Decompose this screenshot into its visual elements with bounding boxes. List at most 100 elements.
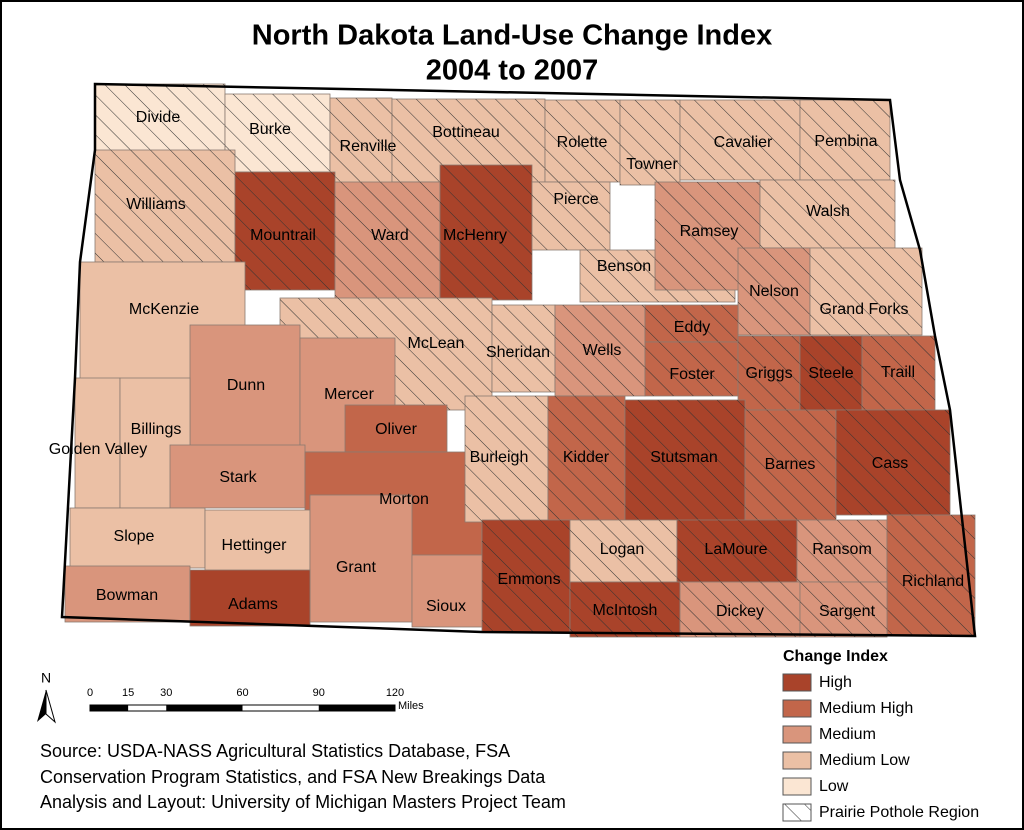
pothole-hatch xyxy=(330,98,392,190)
county-label: McIntosh xyxy=(593,602,658,619)
pothole-hatch xyxy=(492,305,555,392)
pothole-hatch xyxy=(797,520,887,582)
county-label: Wells xyxy=(583,342,622,359)
county-label: Logan xyxy=(600,541,645,558)
pothole-hatch xyxy=(570,582,680,637)
county-label: Pembina xyxy=(814,133,877,150)
county-label: Rolette xyxy=(557,134,608,151)
county-label: Sioux xyxy=(426,598,466,615)
county-label: Golden Valley xyxy=(49,441,147,458)
county-label: Richland xyxy=(902,573,964,590)
county-label: Grant xyxy=(336,559,377,576)
pothole-hatch xyxy=(545,100,620,182)
county xyxy=(74,377,121,509)
county-label: McLean xyxy=(408,335,465,352)
county-label: Dunn xyxy=(227,377,265,394)
pothole-hatch xyxy=(887,515,975,636)
pothole-hatch xyxy=(465,396,548,522)
legend-label: Low xyxy=(819,778,849,795)
title-line: North Dakota Land-Use Change Index xyxy=(252,20,772,52)
legend-swatch xyxy=(782,751,812,770)
legend-swatch xyxy=(782,777,812,796)
county-label: Ramsey xyxy=(680,223,739,240)
legend-label: Prairie Pothole Region xyxy=(819,804,979,821)
county-label: Steele xyxy=(808,365,853,382)
counties xyxy=(60,82,977,638)
state-outline xyxy=(60,82,977,638)
legend-swatch xyxy=(782,803,812,822)
county-label: Kidder xyxy=(563,449,610,466)
pothole-hatch xyxy=(95,84,225,152)
pothole-hatch xyxy=(555,305,645,396)
scale-segment xyxy=(318,705,395,711)
county-label: Cavalier xyxy=(714,134,773,151)
pothole-hatch xyxy=(548,396,625,522)
pothole-hatch xyxy=(738,336,800,410)
county xyxy=(169,444,306,509)
pothole-hatch xyxy=(745,410,836,522)
county-label: Foster xyxy=(669,366,715,383)
county-label: Mercer xyxy=(324,386,374,403)
pothole-hatch xyxy=(810,248,922,335)
county-label: Pierce xyxy=(553,191,598,208)
legend-title: Change Index xyxy=(783,648,888,665)
scale-tick-label: 30 xyxy=(160,687,172,699)
north-arrow: N xyxy=(37,670,56,724)
pothole-hatch xyxy=(645,342,738,396)
source-line: Source: USDA-NASS Agricultural Statistic… xyxy=(40,741,510,761)
pothole-hatch xyxy=(800,336,862,410)
pothole-hatch xyxy=(800,582,887,637)
county-label: McKenzie xyxy=(129,301,199,318)
pothole-hatch xyxy=(645,305,738,342)
county-label: Mountrail xyxy=(250,227,316,244)
source-line: Conservation Program Statistics, and FSA… xyxy=(40,767,546,787)
north-label: N xyxy=(41,670,51,686)
legend-swatch xyxy=(782,673,812,692)
title-line: 2004 to 2007 xyxy=(426,55,599,87)
scale-tick-label: 15 xyxy=(122,687,134,699)
pothole-hatch xyxy=(800,100,890,180)
scale-tick-label: 0 xyxy=(87,687,93,699)
county-label: Grand Forks xyxy=(820,301,909,318)
legend: Change Index High Medium High Medium Medium … xyxy=(782,648,979,822)
county-label: Cass xyxy=(872,455,908,472)
county-label: Hettinger xyxy=(222,537,288,554)
pothole-hatch xyxy=(677,520,797,582)
scale-segment xyxy=(90,705,129,711)
pothole-hatch xyxy=(570,520,677,582)
pothole-hatch xyxy=(482,520,570,632)
pothole-hatch xyxy=(95,150,235,262)
legend-label: High xyxy=(819,674,852,691)
arrow-half xyxy=(45,689,56,724)
county-label: LaMoure xyxy=(704,541,767,558)
legend-label: Medium xyxy=(819,726,876,743)
county-label: Slope xyxy=(114,528,155,545)
pothole-hatch xyxy=(680,582,800,637)
county-label: Stutsman xyxy=(650,449,718,466)
county xyxy=(411,554,493,628)
county xyxy=(64,565,191,623)
pothole-hatch xyxy=(625,400,745,522)
county-label: Burke xyxy=(249,121,291,138)
county xyxy=(189,324,301,449)
county-label: Oliver xyxy=(375,421,417,438)
county-label: Billings xyxy=(131,421,182,438)
county-label: Sheridan xyxy=(486,344,550,361)
pothole-hatch xyxy=(738,248,810,335)
county-label: Burleigh xyxy=(470,449,529,466)
legend-label: Medium High xyxy=(819,700,913,717)
county-label: Adams xyxy=(228,596,278,613)
county-label: Morton xyxy=(379,491,429,508)
pothole-hatch xyxy=(620,100,680,185)
county-label: Renville xyxy=(340,138,397,155)
county-label: Eddy xyxy=(674,319,710,336)
county-label: Ransom xyxy=(812,541,872,558)
county-label: Williams xyxy=(126,196,186,213)
arrow-half xyxy=(37,690,46,722)
county-label: Dickey xyxy=(716,603,764,620)
county-label: Nelson xyxy=(749,283,799,300)
pothole-hatch xyxy=(235,172,335,290)
pothole-hatch xyxy=(680,100,800,180)
